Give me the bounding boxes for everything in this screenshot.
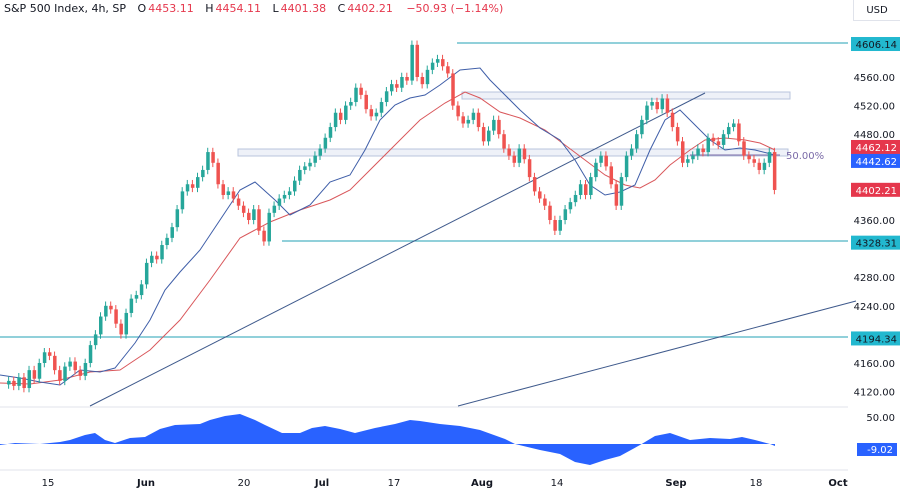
price-tick: 4160.00	[854, 359, 895, 370]
symbol-name: S&P 500 Index, 4h, SP	[4, 2, 127, 15]
sma-fast-price-label: 4442.62	[856, 157, 897, 168]
candlestick-series	[7, 40, 777, 393]
change-value: −50.93 (−1.14%)	[406, 2, 504, 15]
oscillator-area	[0, 414, 775, 465]
oscillator-label-bg	[857, 443, 897, 456]
price-tick: 4360.00	[854, 216, 895, 227]
fib-50-label: 50.00%	[786, 151, 824, 162]
last-price-price-label: 4402.21	[856, 186, 897, 197]
low-value: 4401.38	[280, 2, 327, 15]
level-price-label: 4606.14	[856, 40, 897, 51]
level-price-label-bg	[851, 331, 900, 346]
open-label: O	[137, 2, 147, 15]
resistance-zone	[461, 91, 791, 100]
oscillator-tick: 50.00	[866, 413, 895, 424]
price-axis[interactable]: 4560.00 4520.00 4480.00 4360.00 4280.00 4240.…	[851, 37, 900, 456]
high-label: H	[205, 2, 214, 15]
price-tick: 4520.00	[854, 102, 895, 113]
time-tick: 18	[750, 478, 763, 489]
price-tick: 4280.00	[854, 273, 895, 284]
time-tick: Jun	[136, 478, 155, 489]
oscillator-label: -9.02	[867, 445, 893, 456]
time-tick: 14	[551, 478, 564, 489]
time-tick: 15	[42, 478, 55, 489]
time-tick: Aug	[471, 478, 493, 489]
currency-button[interactable]: USD	[853, 0, 900, 21]
time-axis[interactable]: 15 Jun 20 Jul 17 Aug 14 Sep 18 Oct	[42, 478, 848, 489]
price-tick: 4560.00	[854, 73, 895, 84]
level-price-label-bg	[851, 235, 900, 250]
sma-fast-price-label-bg	[851, 153, 900, 168]
close-value: 4402.21	[347, 2, 393, 15]
close-label: C	[337, 2, 346, 15]
time-tick: Sep	[665, 478, 686, 489]
sma-slow-price-label: 4462.12	[856, 143, 897, 154]
time-tick: 17	[388, 478, 401, 489]
time-tick: Jul	[314, 478, 329, 489]
upper-trendline	[89, 92, 706, 407]
sma-slow-price-label-bg	[851, 139, 900, 154]
last-price-price-label-bg	[851, 182, 900, 197]
level-price-label: 4194.34	[856, 334, 897, 345]
level-price-label-bg	[851, 37, 900, 52]
low-label: L	[272, 2, 279, 15]
level-price-label: 4328.31	[856, 239, 897, 250]
time-tick: 20	[238, 478, 251, 489]
time-tick: Oct	[828, 478, 847, 489]
high-value: 4454.11	[215, 2, 262, 15]
price-tick: 4240.00	[854, 302, 895, 313]
price-tick: 4480.00	[854, 130, 895, 141]
lower-trendline	[457, 300, 857, 407]
symbol-legend: S&P 500 Index, 4h, SP O 4453.11 H 4454.11 …	[4, 2, 503, 15]
price-tick: 4120.00	[854, 388, 895, 399]
open-value: 4453.11	[148, 2, 194, 15]
sma-slow-line	[0, 91, 776, 385]
sma-fast-line	[0, 67, 776, 386]
